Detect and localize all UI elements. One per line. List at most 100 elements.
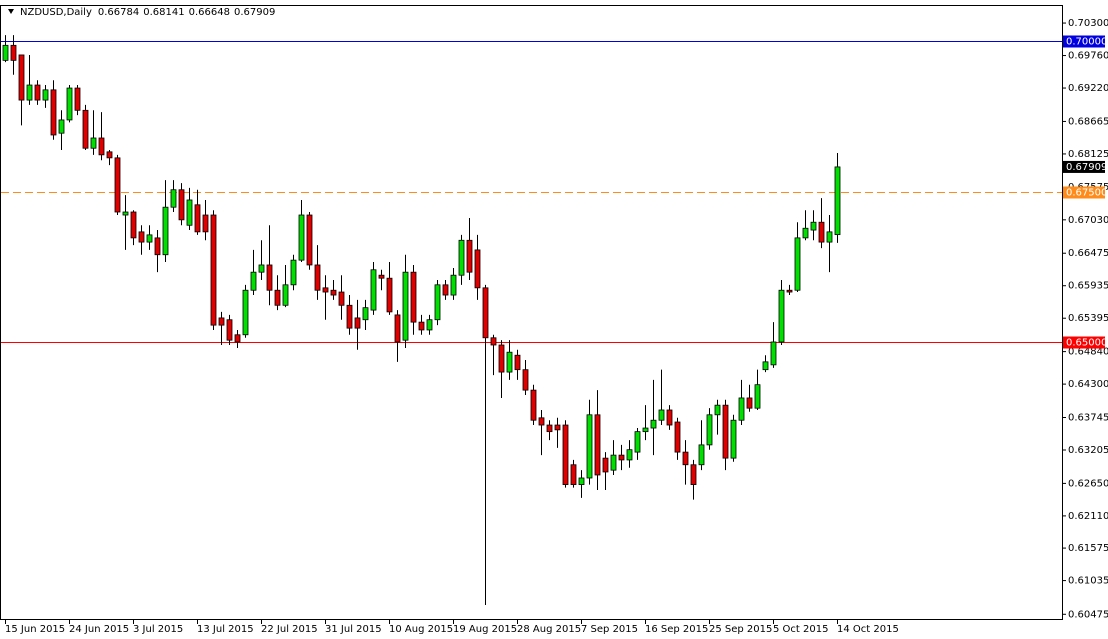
chart-header: NZDUSD,Daily 0.66784 0.68141 0.66648 0.67909 [20,7,275,18]
y-tick-label: 0.65935 [1068,281,1108,292]
candle-body [330,289,337,296]
candle-body [146,234,153,243]
candle-body [98,137,105,156]
candle-body [458,239,465,276]
candle-body [506,351,513,373]
candle-body [266,264,273,291]
menu-triangle [8,9,14,14]
candle-body [650,419,657,429]
candle-body [618,454,625,461]
candle-body [610,454,617,471]
plot-frame [0,5,1063,620]
candle-body [18,54,25,101]
x-tick-label: 16 Sep 2015 [645,624,708,635]
y-tick-label: 0.61035 [1068,576,1108,587]
candle-body [442,284,449,296]
candle-body [354,317,361,329]
candle-body [258,264,265,273]
candle-body [346,304,353,329]
candle-body [658,409,665,421]
candle-body [234,334,241,343]
candle-body [82,109,89,149]
candle-body [322,287,329,293]
candle-body [706,414,713,446]
candle-body [154,237,161,256]
x-tick-label: 5 Oct 2015 [773,624,828,635]
candle-body [810,221,817,231]
candle-body [386,277,393,313]
candle-body [762,361,769,371]
candle-body [626,449,633,461]
x-tick-label: 13 Jul 2015 [197,624,254,635]
candle-body [90,137,97,149]
candle-body [74,87,81,111]
candle-body [826,231,833,243]
low-value: 0.66648 [189,7,230,18]
candle-body [34,84,41,101]
candle-body [514,354,521,371]
x-tick-label: 31 Jul 2015 [325,624,382,635]
candle-body [634,431,641,453]
candle-body [586,414,593,479]
y-tick-label: 0.62650 [1068,478,1108,489]
y-tick-label: 0.66475 [1068,248,1108,259]
level-label: 0.67500 [1066,188,1107,199]
y-tick-label: 0.60475 [1068,609,1108,620]
candle-body [218,317,225,326]
candle-body [282,284,289,306]
price-label: 0.67909 [1066,162,1107,173]
candle-body [602,457,609,473]
candle-body [274,289,281,306]
candle-body [290,259,297,286]
candle-body [666,409,673,426]
candle-body [778,289,785,343]
candle-body [410,271,417,323]
candle-body [450,274,457,296]
x-tick-label: 25 Sep 2015 [709,624,772,635]
candle-body [306,214,313,266]
candle-body [210,214,217,326]
candle-body [226,319,233,341]
y-tick-label: 0.64840 [1068,347,1108,358]
y-tick-label: 0.63205 [1068,445,1108,456]
close-value: 0.67909 [234,7,275,18]
candle-body [170,189,177,208]
y-tick-label: 0.67030 [1068,215,1108,226]
candle-body [106,151,113,159]
candle-body [746,397,753,409]
candle-body [738,397,745,421]
y-tick-label: 0.70300 [1068,18,1108,29]
x-tick-label: 28 Aug 2015 [517,624,581,635]
candle-body [690,464,697,486]
candle-body [138,231,145,243]
candle-body [122,211,129,216]
x-tick-label: 3 Jul 2015 [133,624,183,635]
candle-body [562,424,569,486]
candle-body [578,477,585,486]
candle-body [682,451,689,466]
candle-body [58,119,65,134]
candle-body [250,271,257,291]
candle-body [834,166,841,236]
candle-body [498,344,505,373]
y-tick-label: 0.62110 [1068,511,1108,522]
candle-body [130,211,137,239]
high-value: 0.68141 [143,7,184,18]
x-tick-label: 10 Aug 2015 [389,624,453,635]
candle-body [42,89,49,101]
x-tick-label: 7 Sep 2015 [581,624,638,635]
level-label: 0.65000 [1066,338,1107,349]
candle-body [554,424,561,431]
candle-body [818,221,825,243]
candle-body [162,206,169,256]
candle-body [538,417,545,426]
y-tick-label: 0.69220 [1068,83,1108,94]
level-label-bg [1063,186,1105,199]
candle-body [362,307,369,321]
candle-body [10,44,17,61]
candle-body [522,369,529,391]
candle-body [338,291,345,306]
candle-body [314,264,321,291]
candle-body [802,227,809,239]
level-label-bg [1063,336,1105,349]
